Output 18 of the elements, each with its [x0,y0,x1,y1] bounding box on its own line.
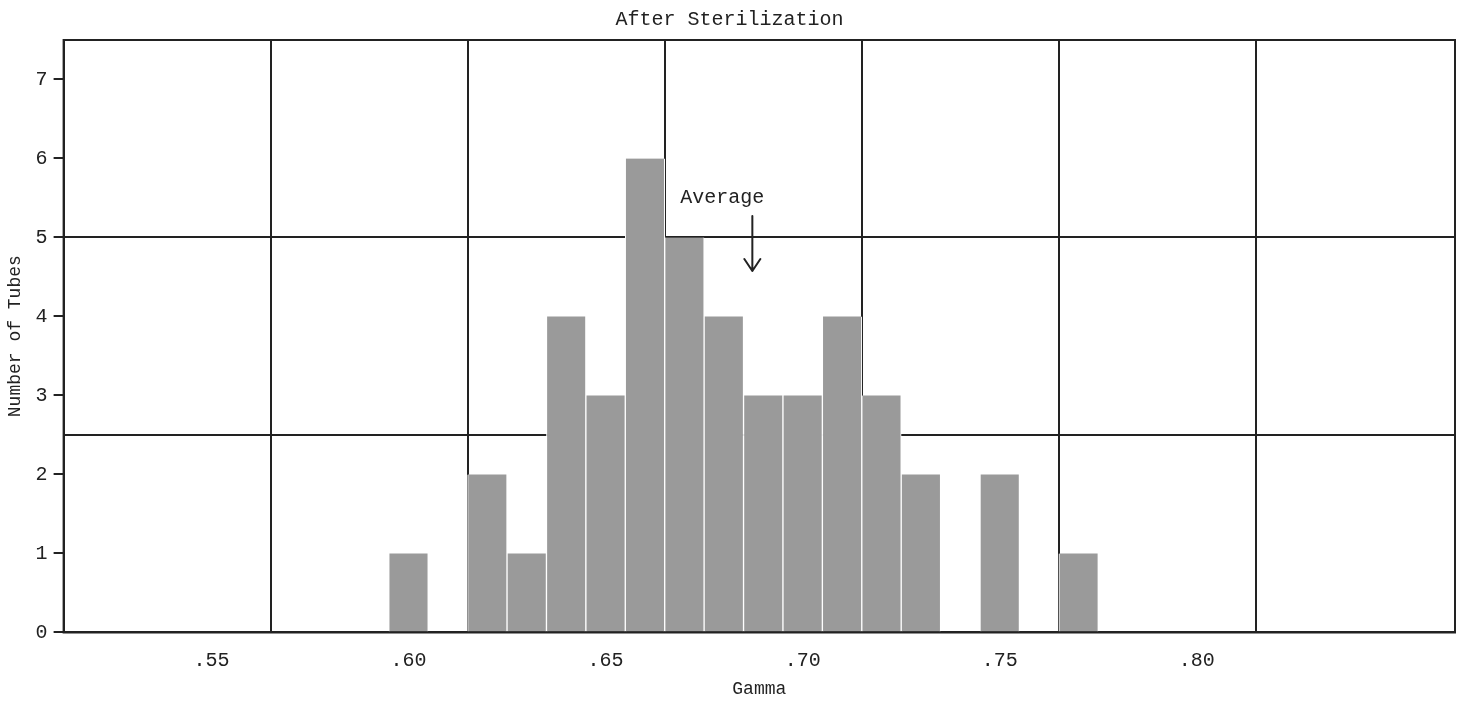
y-tick-label: 7 [35,67,48,91]
annotation: Average [680,186,765,210]
x-tick-label: .70 [784,648,821,672]
y-axis-title: Number of Tubes [4,255,25,418]
y-tick-label: 3 [35,383,48,407]
chart-title: After Sterilization [615,8,844,32]
y-tick-label: 1 [35,541,48,565]
y-tick-label: 6 [35,146,48,170]
x-tick-label: .80 [1178,648,1215,672]
y-tick-label: 5 [35,225,48,249]
x-tick-label: .65 [587,648,624,672]
y-tick-label: 2 [35,462,48,486]
y-tick-label: 4 [35,304,48,328]
x-tick-label: .60 [390,648,427,672]
y-tick-label: 0 [35,620,48,644]
x-axis-title: Gamma [732,678,787,699]
x-tick-label: .75 [981,648,1018,672]
x-tick-label: .55 [193,648,230,672]
